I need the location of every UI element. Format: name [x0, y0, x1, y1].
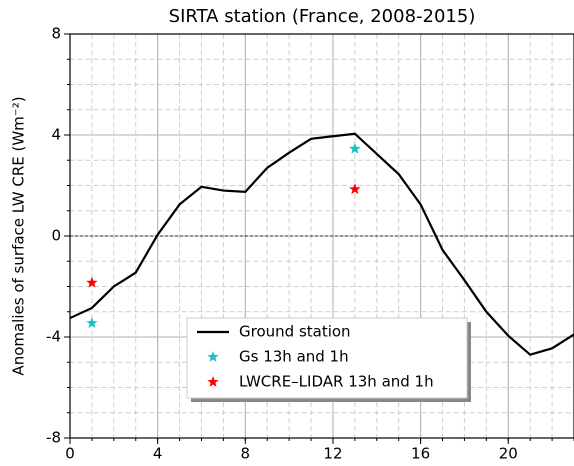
y-tick-label: 4	[51, 126, 61, 144]
data-line	[69, 132, 574, 356]
legend-label: Gs 13h and 1h	[239, 348, 349, 366]
y-tick-label: 8	[51, 25, 61, 43]
x-tick-label: 20	[499, 445, 518, 463]
y-axis-label: Anomalies of surface LW CRE (Wm⁻²)	[10, 96, 28, 375]
legend-label: Ground station	[239, 323, 351, 341]
y-tick-label: -8	[46, 429, 61, 447]
star-marker	[349, 142, 361, 154]
plot-frame	[69, 33, 574, 439]
star-marker	[349, 183, 361, 195]
x-tick-label: 8	[241, 445, 251, 463]
legend-box	[186, 317, 468, 399]
star-marker	[86, 276, 98, 288]
x-tick-label: 12	[323, 445, 342, 463]
x-tick-label: 16	[411, 445, 430, 463]
x-tick-label: 4	[153, 445, 163, 463]
legend-swatch	[207, 351, 219, 362]
y-tick-label: -4	[46, 328, 61, 346]
y-tick-label: 0	[51, 227, 61, 245]
legend-swatch	[207, 376, 219, 387]
chart-title: SIRTA station (France, 2008-2015)	[169, 6, 476, 27]
legend-label: LWCRE–LIDAR 13h and 1h	[239, 373, 434, 391]
star-marker	[86, 317, 98, 328]
x-tick-label: 0	[65, 445, 75, 463]
